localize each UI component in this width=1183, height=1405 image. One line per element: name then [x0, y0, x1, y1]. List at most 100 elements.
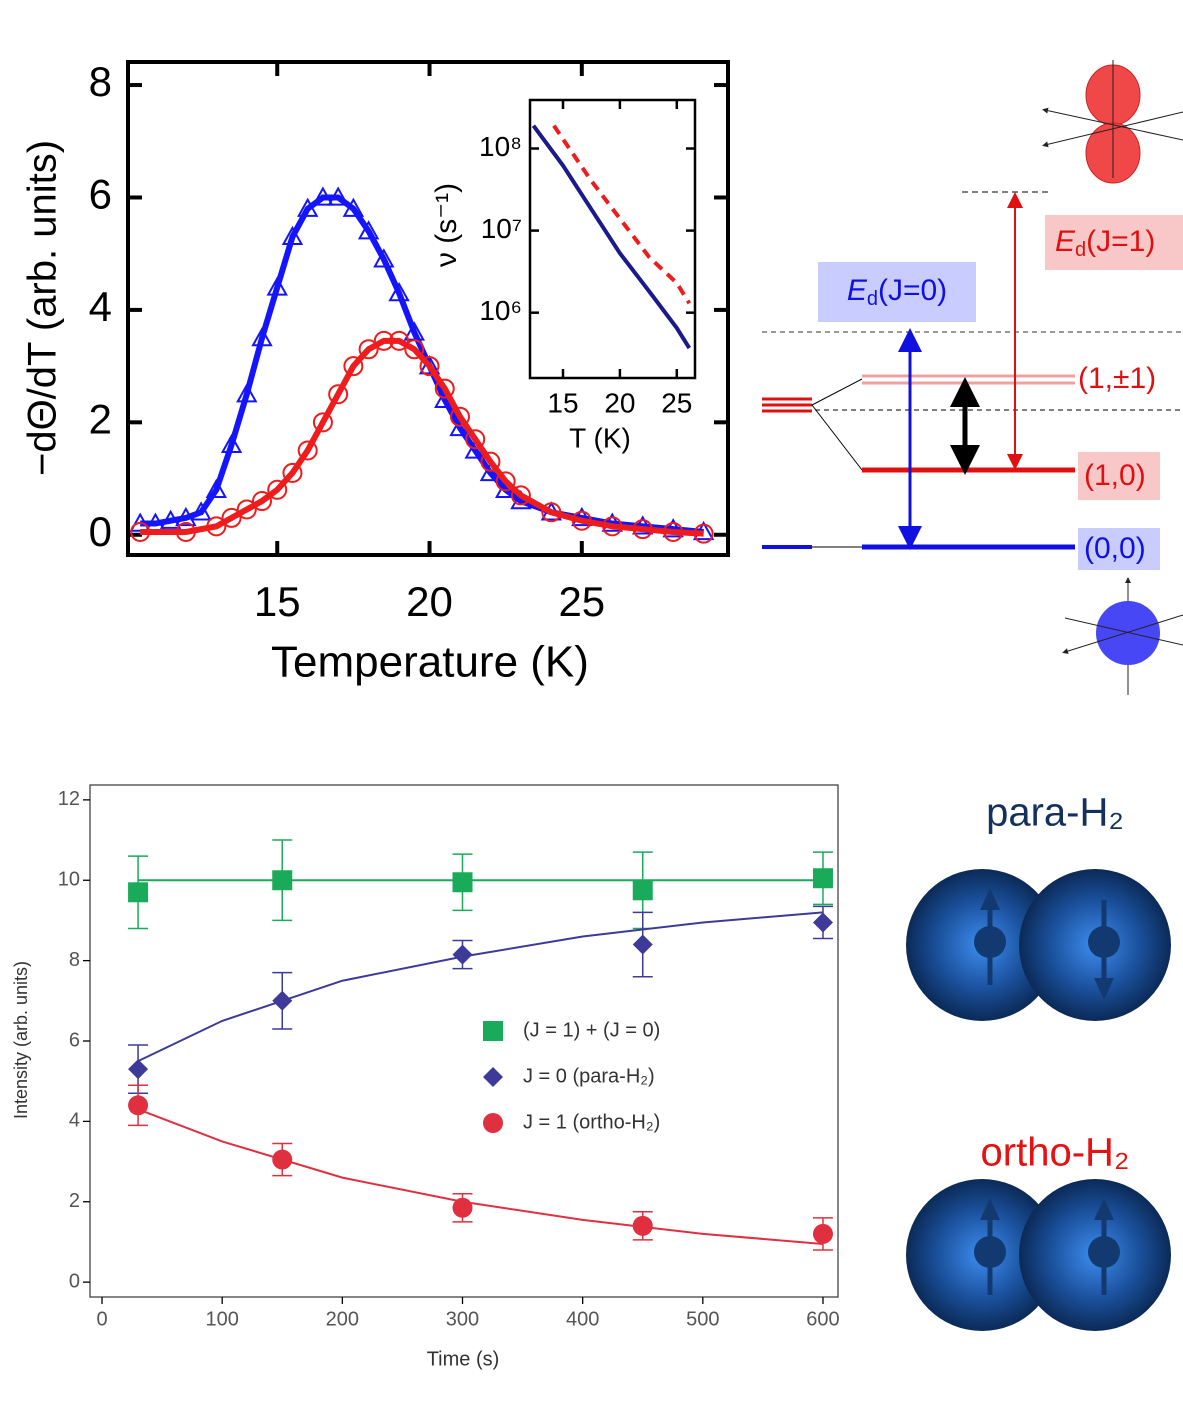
- energy-label: Ed(J=1): [1055, 225, 1155, 261]
- marker: [221, 507, 242, 528]
- marker: [252, 491, 273, 512]
- marker: [632, 934, 653, 955]
- line: [137, 911, 824, 1062]
- level-label: (1,0): [1084, 459, 1146, 492]
- marker: [632, 880, 653, 901]
- x-tick-label: 300: [446, 1308, 479, 1330]
- marker: [281, 225, 304, 246]
- marker: [190, 501, 212, 521]
- chart: 0 100 200 300 400 500 600 0 2 4 6 8 10 12 Time (s) Inte…: [11, 784, 840, 1370]
- marker: [358, 339, 379, 360]
- marker: [327, 186, 349, 206]
- marker: [465, 429, 486, 450]
- marker: [452, 944, 473, 965]
- label-box: [1078, 528, 1160, 570]
- marker: [483, 1067, 503, 1087]
- marker: [483, 1021, 503, 1041]
- y-tick-label: 0: [89, 508, 112, 555]
- marker: [296, 197, 319, 217]
- x-tick-label: 20: [604, 387, 635, 418]
- marker: [128, 882, 149, 903]
- marker: [266, 276, 288, 296]
- y-tick-label: 8: [89, 58, 112, 105]
- molecule-label: para-H₂: [986, 791, 1124, 835]
- marker: [342, 197, 365, 217]
- x-tick-label: 100: [205, 1308, 238, 1330]
- y-axis-label: Intensity (arb. units): [11, 961, 31, 1119]
- line: [531, 124, 692, 350]
- marker: [175, 506, 197, 527]
- y-tick-label: 4: [69, 1110, 80, 1132]
- marker: [272, 870, 293, 891]
- marker: [434, 378, 455, 399]
- marker: [328, 384, 349, 405]
- marker: [297, 440, 318, 461]
- marker: [272, 990, 293, 1011]
- label-box: [818, 262, 976, 322]
- marker: [175, 521, 196, 542]
- axis-arrow: [1042, 111, 1183, 148]
- marker: [272, 1149, 293, 1170]
- marker: [495, 471, 516, 492]
- x-tick-label: 15: [254, 578, 301, 625]
- x-tick-label: 500: [686, 1308, 719, 1330]
- marker: [632, 1215, 653, 1236]
- marker: [128, 1095, 149, 1116]
- marker: [602, 516, 623, 537]
- legend-label: J = 1 (ortho-H₂): [523, 1111, 660, 1133]
- x-axis-label: T (K): [569, 422, 631, 453]
- x-tick-label: 400: [566, 1308, 599, 1330]
- marker: [483, 1113, 503, 1133]
- marker: [205, 478, 228, 498]
- legend-label: (J = 1) + (J = 0): [523, 1019, 660, 1041]
- marker: [452, 872, 473, 893]
- x-tick-label: 25: [661, 387, 692, 418]
- chart: 15 20 25 10⁶ 10⁷ 10⁸ T (K) ν (s⁻¹): [430, 98, 697, 453]
- marker: [571, 510, 592, 531]
- axis-arrow: [1062, 614, 1183, 654]
- x-tick-label: 200: [326, 1308, 359, 1330]
- y-tick-label: 6: [69, 1029, 80, 1051]
- marker: [128, 1059, 149, 1080]
- axis-arrow: [1064, 617, 1183, 646]
- marker: [480, 451, 501, 472]
- x-tick-label: 20: [406, 578, 453, 625]
- energy-label: Ed(J=0): [847, 274, 947, 310]
- plot-frame: [89, 784, 839, 1298]
- marker: [662, 518, 684, 538]
- x-tick-label: 25: [558, 578, 605, 625]
- energy-diagram: Ed(J=0) Ed(J=1) (1,±1) (1,0) (0,0): [762, 60, 1183, 695]
- arrow-head: [1094, 1198, 1114, 1220]
- marker: [452, 1197, 473, 1218]
- x-tick-label: 600: [806, 1308, 839, 1330]
- chart: 15 20 25 0 2 4 6 8 Temperature (K) −dΘ/dT (arb. u…: [21, 58, 730, 687]
- marker: [373, 330, 394, 351]
- marker: [510, 485, 531, 506]
- y-tick-label: 2: [69, 1190, 80, 1212]
- legend-label: J = 0 (para-H₂): [523, 1065, 655, 1087]
- y-tick-label: 12: [58, 788, 80, 810]
- marker: [632, 515, 654, 535]
- marker: [449, 406, 470, 427]
- connector: [811, 404, 863, 471]
- line: [140, 337, 704, 537]
- y-tick-label: 8: [69, 949, 80, 971]
- line: [137, 1108, 824, 1245]
- symbol: E: [847, 274, 868, 307]
- marker: [373, 248, 395, 268]
- orbital-sphere: [1096, 601, 1160, 665]
- marker: [206, 516, 227, 537]
- level-label: (0,0): [1084, 532, 1146, 565]
- subscript: d: [1075, 239, 1086, 261]
- y-tick-label: 6: [89, 171, 112, 218]
- marker: [812, 912, 833, 933]
- x-axis-label: Time (s): [427, 1348, 500, 1370]
- marker: [236, 383, 258, 403]
- y-tick-label: 10⁶: [479, 295, 522, 326]
- subscript: d: [867, 288, 878, 310]
- marker: [693, 523, 714, 544]
- marker: [541, 502, 562, 523]
- y-tick-label: 10⁷: [481, 213, 522, 244]
- y-tick-label: 10: [58, 869, 80, 891]
